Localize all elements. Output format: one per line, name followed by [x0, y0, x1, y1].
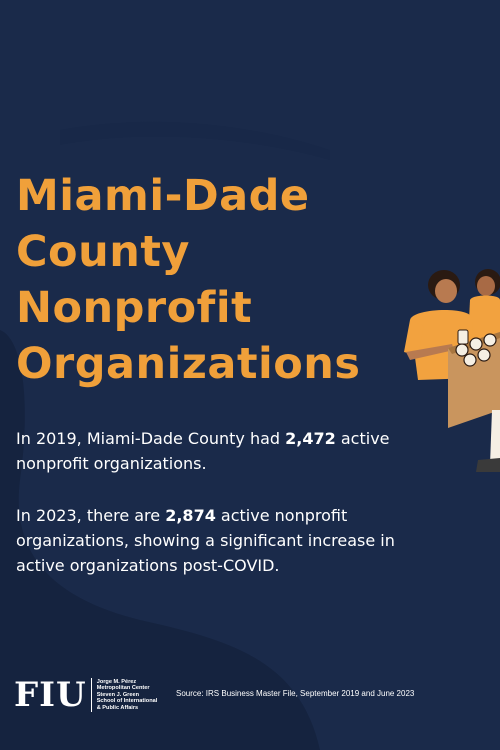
p2-text-after: active nonprofit organizations, showing … — [16, 506, 395, 575]
center-name: Jorge M. Pérez Metropolitan Center Steve… — [97, 679, 158, 711]
title-line-1: Miami-Dade — [16, 171, 310, 221]
p1-text-before: In 2019, Miami-Dade County had — [16, 429, 286, 448]
title-line-2: County — [16, 227, 190, 277]
logo-divider — [90, 678, 92, 712]
center-line-4: School of International — [96, 698, 158, 705]
count-2019: 2,472 — [285, 429, 336, 448]
center-line-3: Steven J. Green — [96, 691, 139, 698]
stat-paragraph-2019: In 2019, Miami-Dade County had 2,472 act… — [16, 426, 416, 476]
center-line-2: Metropolitan Center — [96, 685, 150, 692]
volunteers-illustration — [404, 269, 500, 472]
page-title: Miami-Dade County Nonprofit Organization… — [16, 168, 396, 392]
title-line-3: Nonprofit — [16, 283, 253, 333]
p2-text-before: In 2023, there are — [16, 506, 166, 525]
p1-text-after: active nonprofit organizations. — [16, 429, 390, 473]
center-line-1: Jorge M. Pérez — [96, 678, 137, 685]
source-citation: Source: IRS Business Master File, Septem… — [176, 689, 415, 698]
stat-paragraph-2023: In 2023, there are 2,874 active nonprofi… — [16, 503, 416, 578]
fiu-logo-block: FIU Jorge M. Pérez Metropolitan Center S… — [14, 676, 157, 714]
title-line-4: Organizations — [16, 339, 361, 389]
fiu-logo: FIU — [14, 675, 87, 715]
count-2023: 2,874 — [165, 506, 216, 525]
center-line-5: & Public Affairs — [96, 704, 139, 711]
